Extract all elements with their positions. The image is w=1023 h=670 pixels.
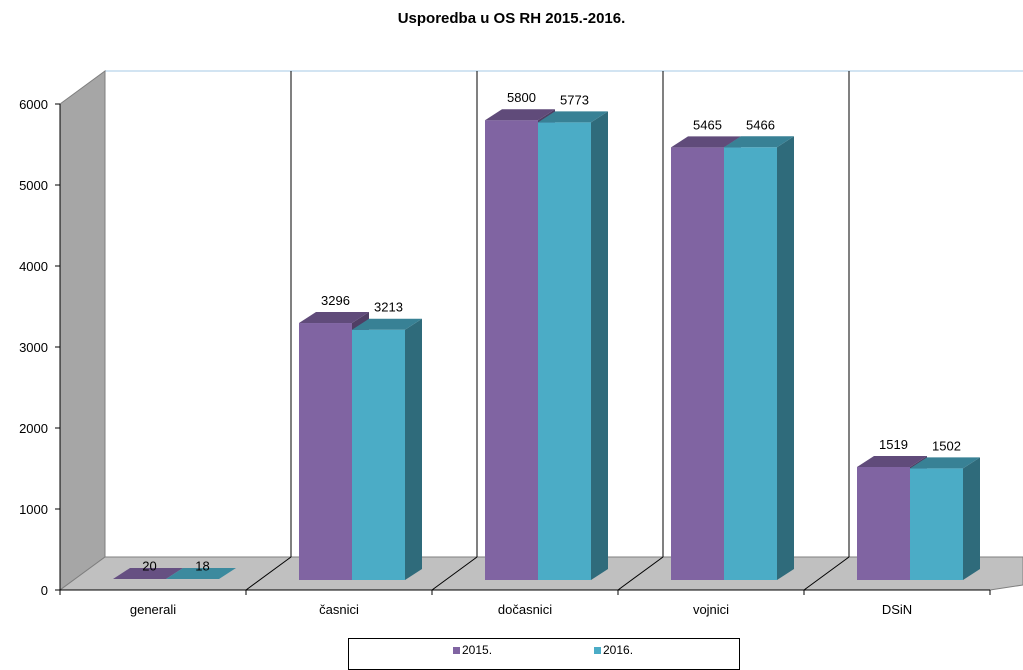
x-tick-label: časnici	[319, 602, 359, 617]
bar-front	[299, 323, 352, 580]
legend-label-2015: 2015.	[462, 643, 493, 657]
side-wall	[59, 70, 106, 591]
data-labels: 20 18 3296 3213 5800 5773 5465 5466 1519 1502	[142, 90, 961, 573]
bar-top	[113, 568, 183, 579]
x-axis: generali časnici dočasnici vojnici DSiN	[59, 589, 991, 617]
y-tick-label: 2000	[19, 421, 48, 436]
legend-swatch-2015	[453, 647, 460, 654]
bar-top	[857, 455, 927, 467]
bar-top	[485, 109, 555, 121]
bar-side	[591, 111, 608, 581]
bar-top	[299, 312, 369, 324]
legend-item-2015: 2015.	[453, 643, 492, 657]
data-label: 5773	[560, 92, 589, 107]
bar-series	[113, 109, 980, 581]
bar	[352, 318, 422, 580]
y-tick-label: 0	[41, 583, 48, 598]
data-label: 3296	[321, 293, 350, 308]
bar-front	[910, 468, 963, 580]
y-tick-label: 1000	[19, 502, 48, 517]
x-tick-label: DSiN	[882, 602, 912, 617]
bar-side	[777, 136, 794, 580]
bar-top	[724, 136, 794, 148]
data-label: 5800	[507, 90, 536, 105]
x-tick-label: dočasnici	[498, 602, 552, 617]
data-label: 5466	[746, 117, 775, 132]
legend: 2015. 2016.	[348, 638, 740, 670]
bar	[538, 111, 608, 581]
bar-front	[857, 466, 910, 580]
y-tick-label: 4000	[19, 259, 48, 274]
data-label: 18	[195, 559, 209, 574]
legend-item-2016: 2016.	[594, 643, 633, 657]
bar-top	[352, 318, 422, 330]
data-label: 5465	[693, 117, 722, 132]
bar-front	[724, 147, 777, 580]
bar	[166, 568, 236, 579]
legend-label-2016: 2016.	[603, 643, 634, 657]
bar-side	[963, 457, 980, 580]
x-tick-label: vojnici	[693, 602, 729, 617]
bar-front	[485, 120, 538, 580]
data-label: 1519	[879, 437, 908, 452]
bar	[724, 136, 794, 580]
bar-front	[352, 329, 405, 580]
data-label: 20	[142, 558, 156, 573]
y-tick-label: 5000	[19, 178, 48, 193]
y-axis: 0 1000 2000 3000 4000 5000 6000	[19, 97, 61, 598]
legend-swatch-2016	[594, 647, 601, 654]
bar-top	[538, 111, 608, 123]
chart-title: Usporedba u OS RH 2015.-2016.	[397, 10, 626, 27]
bar-front	[671, 147, 724, 580]
data-label: 3213	[374, 300, 403, 315]
floor-divider	[245, 556, 292, 591]
y-tick-label: 3000	[19, 340, 48, 355]
x-tick-label: generali	[130, 602, 176, 617]
bar-side	[405, 318, 422, 580]
y-tick-label: 6000	[19, 97, 48, 112]
bar-front	[538, 122, 591, 581]
floor-divider	[431, 556, 478, 591]
floor-divider	[803, 556, 850, 591]
bar-top	[166, 568, 236, 579]
bar	[910, 457, 980, 580]
data-label: 1502	[932, 438, 961, 453]
bar-top	[671, 136, 741, 148]
bar-top	[910, 457, 980, 469]
floor-divider	[617, 556, 664, 591]
bar	[113, 568, 183, 579]
